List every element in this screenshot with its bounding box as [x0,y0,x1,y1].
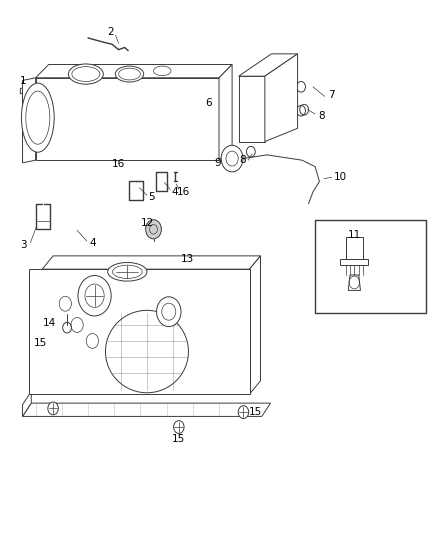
Ellipse shape [113,265,142,278]
Text: 10: 10 [334,172,347,182]
Text: 8: 8 [318,111,325,121]
Text: 4: 4 [89,238,95,247]
Text: 2: 2 [107,27,114,37]
Polygon shape [35,64,232,78]
Circle shape [238,406,249,418]
Text: 11: 11 [348,230,361,240]
Polygon shape [250,256,261,394]
Text: 15: 15 [249,407,262,417]
Circle shape [48,402,58,415]
Polygon shape [22,78,35,163]
Text: 12: 12 [140,218,154,228]
Ellipse shape [21,83,54,152]
Text: 15: 15 [172,434,185,444]
Polygon shape [42,256,261,269]
Text: 5: 5 [148,192,155,203]
Text: 3: 3 [20,240,27,250]
Ellipse shape [108,263,147,281]
Circle shape [146,220,161,239]
Polygon shape [22,403,271,416]
Circle shape [78,276,111,316]
Text: 4: 4 [171,187,178,197]
Ellipse shape [68,64,103,84]
Text: 16: 16 [112,159,125,169]
Text: 13: 13 [181,254,194,263]
Text: 7: 7 [328,90,335,100]
Text: 14: 14 [43,318,56,328]
Text: 15: 15 [33,338,46,348]
Polygon shape [219,64,232,160]
Circle shape [221,146,243,172]
Text: 8: 8 [240,155,246,165]
Bar [315,220,426,313]
Ellipse shape [72,67,100,82]
Text: 1: 1 [20,77,27,86]
Text: 9: 9 [214,158,221,168]
Circle shape [173,421,184,433]
Polygon shape [346,237,363,262]
Polygon shape [239,54,297,76]
Text: 6: 6 [205,98,212,108]
Ellipse shape [115,66,144,82]
Polygon shape [239,76,265,142]
Ellipse shape [153,66,171,76]
Polygon shape [35,78,219,160]
Polygon shape [348,275,360,290]
Text: 16: 16 [177,187,190,197]
Circle shape [156,297,181,327]
Polygon shape [265,54,297,142]
Ellipse shape [119,68,141,80]
Polygon shape [29,269,250,394]
Polygon shape [340,259,368,265]
Polygon shape [22,391,31,416]
Ellipse shape [106,310,188,393]
